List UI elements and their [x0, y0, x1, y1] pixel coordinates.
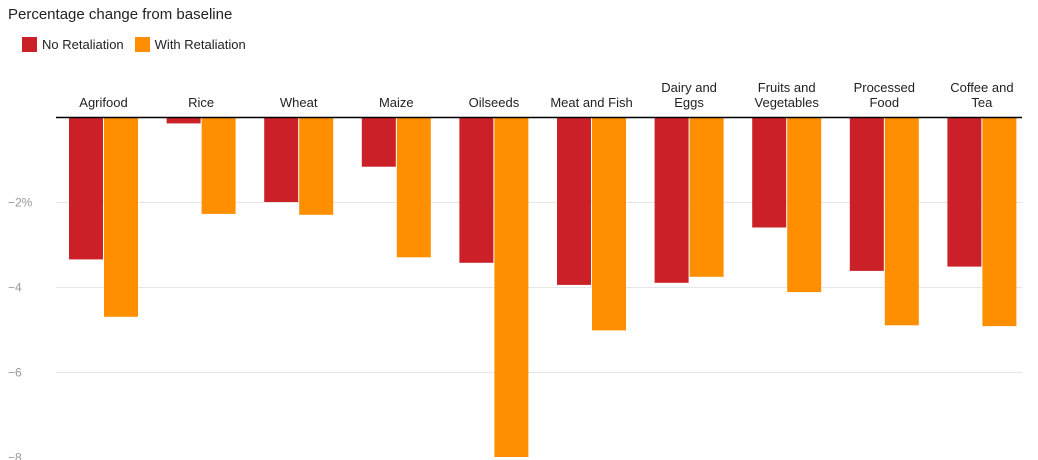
- bar: [787, 117, 822, 293]
- category-label-line: Agrifood: [79, 95, 127, 110]
- category-label-line: Food: [869, 95, 899, 110]
- category-label: Dairy and Eggs: [661, 80, 717, 110]
- chart-title: Percentage change from baseline: [8, 6, 233, 23]
- legend-label-no-retaliation: No Retaliation: [42, 37, 124, 52]
- category-label: Rice: [188, 95, 214, 110]
- category-label-line: Maize: [379, 95, 414, 110]
- bar: [494, 117, 529, 457]
- category-label: Fruits and Vegetables: [755, 80, 820, 110]
- bar: [849, 117, 884, 271]
- bar: [361, 117, 396, 167]
- category-label: Processed Food: [854, 80, 915, 110]
- bar: [69, 117, 103, 260]
- category-label-line: Coffee and: [950, 80, 1013, 95]
- legend-label-with-retaliation: With Retaliation: [154, 37, 246, 52]
- bar: [947, 117, 982, 267]
- category-label-line: Oilseeds: [469, 95, 520, 110]
- category-label-line: Processed: [854, 80, 915, 95]
- legend-item-with-retaliation: With Retaliation: [134, 37, 246, 52]
- category-label: Meat and Fish: [550, 95, 632, 110]
- legend-swatch-with-retaliation: [134, 37, 150, 52]
- y-tick-label: −4: [8, 281, 22, 295]
- bar: [982, 117, 1017, 327]
- bar: [884, 117, 919, 326]
- category-label-line: Eggs: [674, 95, 704, 110]
- category-label-line: Meat and Fish: [550, 95, 632, 110]
- category-label-line: Tea: [971, 95, 993, 110]
- legend-item-no-retaliation: No Retaliation: [22, 37, 124, 52]
- category-label: Maize: [379, 95, 414, 110]
- bar: [396, 117, 431, 258]
- category-label: Wheat: [280, 95, 318, 110]
- category-label: Agrifood: [79, 95, 127, 110]
- category-label-line: Rice: [188, 95, 214, 110]
- y-tick-label: −8: [8, 451, 22, 460]
- category-label: Coffee and Tea: [950, 80, 1013, 110]
- legend-swatch-no-retaliation: [22, 37, 37, 52]
- bar: [299, 117, 334, 215]
- bar: [752, 117, 787, 228]
- bar: [166, 117, 201, 124]
- bar: [557, 117, 591, 285]
- category-label: Oilseeds: [469, 95, 520, 110]
- legend: No Retaliation With Retaliation: [22, 37, 257, 52]
- category-label-line: Wheat: [280, 95, 318, 110]
- bar: [201, 117, 236, 214]
- y-tick-label: −2%: [8, 196, 33, 210]
- category-label-line: Vegetables: [755, 95, 820, 110]
- bar: [264, 117, 299, 202]
- bar: [689, 117, 724, 277]
- category-label-line: Fruits and: [758, 80, 816, 95]
- bar: [592, 117, 626, 331]
- y-tick-label: −6: [8, 366, 22, 380]
- bar: [104, 117, 138, 317]
- bar: [459, 117, 494, 263]
- category-label-line: Dairy and: [661, 80, 717, 95]
- bar: [654, 117, 689, 283]
